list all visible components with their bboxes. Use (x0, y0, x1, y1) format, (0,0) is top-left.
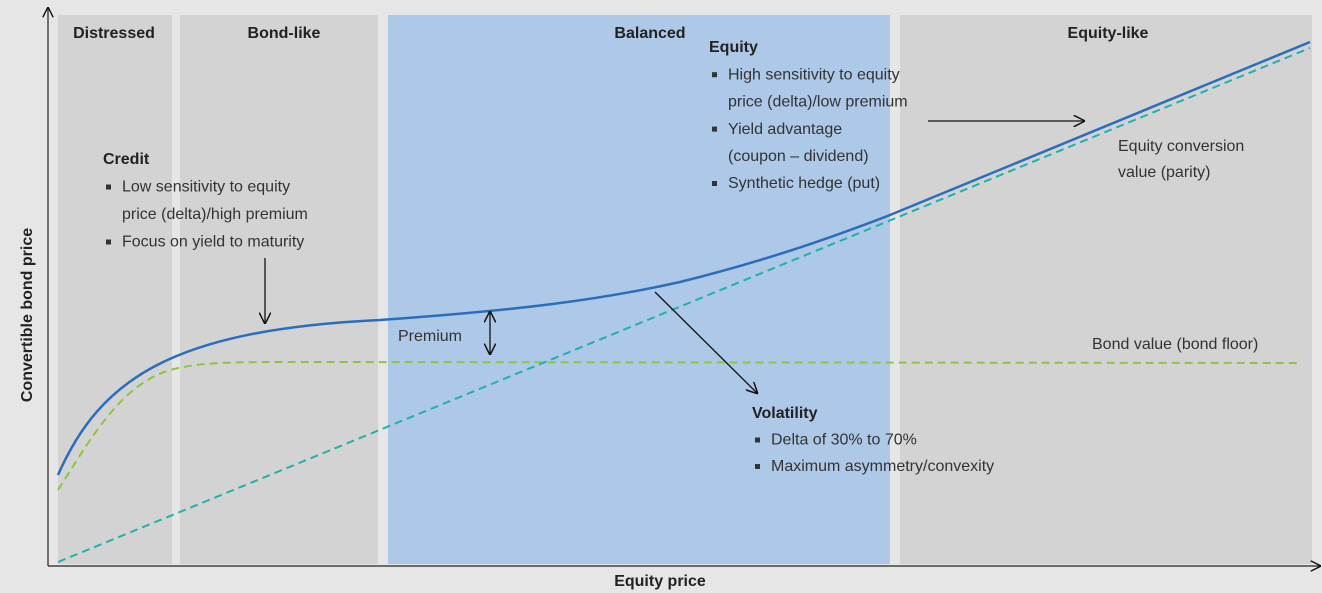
bullet-text: Delta of 30% to 70% (771, 432, 917, 449)
bullet-text: Low sensitivity to equity (122, 179, 290, 196)
bullet-text: (coupon – dividend) (728, 148, 869, 165)
annotation-title: Volatility (752, 405, 818, 422)
bullet-marker (712, 72, 717, 78)
bullet-marker (106, 184, 111, 190)
bullet-text: price (delta)/low premium (728, 94, 908, 111)
arrow (654, 291, 757, 393)
bullet-text: price (delta)/high premium (122, 206, 308, 223)
x-axis-label: Equity price (614, 573, 706, 590)
zone-label: Distressed (73, 25, 155, 42)
zone-distressed (58, 15, 172, 564)
bullet-marker (712, 181, 717, 186)
convertible-curve (56, 40, 1311, 476)
zone-label: Balanced (614, 25, 685, 42)
zone-equity-like (900, 15, 1312, 564)
curve-label: Bond value (bond floor) (1092, 336, 1258, 353)
curve-label: value (parity) (1118, 164, 1210, 181)
bullet-marker (712, 126, 717, 132)
y-axis-label: Convertible bond price (19, 228, 36, 402)
curve-label: Equity conversion (1118, 138, 1244, 155)
bullet-text: Synthetic hedge (put) (728, 175, 880, 192)
bullet-marker (106, 239, 111, 245)
zone-label: Bond-like (248, 25, 321, 42)
bullet-marker (755, 464, 760, 469)
bullet-text: Yield advantage (728, 121, 842, 138)
premium-label: Premium (398, 328, 462, 345)
bullet-text: High sensitivity to equity (728, 66, 900, 83)
bullet-text: Maximum asymmetry/convexity (771, 458, 994, 475)
bond-floor-curve (57, 360, 1301, 491)
annotation-title: Credit (103, 151, 150, 168)
annotation-title: Equity (709, 39, 758, 56)
bullet-marker (755, 437, 760, 443)
zone-bond-like (180, 15, 378, 564)
zone-label: Equity-like (1068, 25, 1149, 42)
parity-line (57, 47, 1311, 563)
bullet-text: Focus on yield to maturity (122, 234, 304, 251)
